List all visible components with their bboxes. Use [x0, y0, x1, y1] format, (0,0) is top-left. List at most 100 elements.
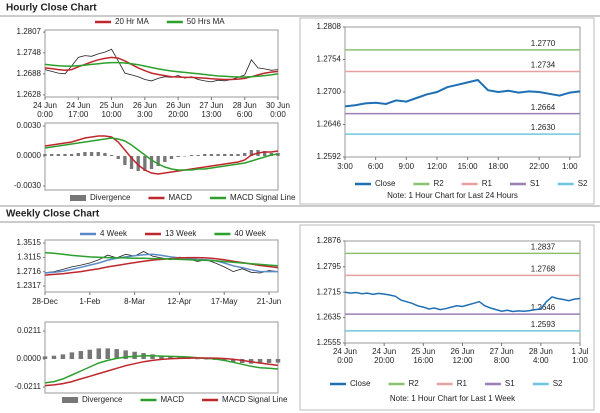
legend-label: Close: [375, 179, 396, 188]
legend-label: R2: [408, 379, 419, 388]
divergence-bar: [183, 156, 187, 157]
divergence-bar: [249, 150, 254, 156]
divergence-bar: [196, 155, 200, 156]
divergence-bar: [243, 153, 247, 156]
divergence-bar: [56, 154, 60, 156]
x-tick-label: 8-Mar: [124, 297, 145, 306]
level-label-bg: [528, 264, 558, 274]
y-tick-label: 1.2754: [317, 55, 342, 64]
divergence-bar: [78, 351, 84, 360]
divergence-bar: [49, 154, 54, 156]
x-tick-label: 6:00: [368, 162, 384, 171]
divergence-bar: [60, 354, 66, 360]
x-tick-label: 3:00: [137, 110, 153, 119]
y-tick-label: 0.0211: [17, 326, 41, 335]
level-label: 1.2630: [531, 123, 556, 132]
level-label: 1.2593: [531, 320, 556, 329]
x-tick-label: 12:00: [427, 162, 448, 171]
y-tick-label: 1.2748: [17, 48, 42, 57]
x-tick-label: 1:00: [572, 356, 588, 365]
divergence-bar: [150, 354, 155, 360]
y-tick-label: 1.2628: [17, 90, 42, 99]
divergence-bar: [136, 156, 140, 171]
level-label: 1.2770: [531, 39, 556, 48]
y-tick-label: 1.2688: [17, 69, 42, 78]
divergence-bar: [69, 352, 75, 360]
series-line: [44, 135, 279, 175]
x-tick-label: 25 Jun: [411, 347, 435, 356]
x-tick-label: 1-Feb: [79, 297, 100, 306]
divergence-bar: [116, 156, 120, 159]
plot-frame: [44, 29, 279, 98]
legend-label: R2: [433, 179, 444, 188]
x-tick-label: 15:00: [458, 162, 479, 171]
x-tick-label: 24 Jun: [66, 101, 90, 110]
y-tick-label: 0.0000: [17, 354, 42, 363]
x-tick-label: 28 Jun: [529, 347, 553, 356]
divergence-bar: [223, 154, 227, 156]
level-label: 1.2646: [531, 303, 556, 312]
x-tick-label: 17-May: [211, 297, 238, 306]
legend-label: MACD: [160, 395, 184, 404]
x-tick-label: 27 Jun: [490, 347, 514, 356]
legend-label: 20 Hr MA: [115, 17, 149, 26]
level-label: 1.2768: [531, 264, 556, 273]
x-tick-label: 1 Jul: [572, 347, 589, 356]
divergence-bar: [169, 156, 174, 159]
legend-label: S1: [505, 379, 515, 388]
y-tick-label: 1.2807: [17, 27, 42, 36]
legend-label: 13 Week: [165, 229, 197, 238]
divergence-bar: [275, 359, 281, 363]
plot-frame: [44, 239, 279, 293]
chart-note: Note: 1 Hour Chart for Last 24 Hours: [387, 191, 518, 200]
x-tick-label: 18:00: [488, 162, 509, 171]
y-tick-label: 1.2715: [317, 287, 342, 296]
level-label-bg: [528, 242, 558, 252]
legend-label: MACD Signal Line: [230, 193, 296, 202]
series-line: [44, 253, 278, 274]
divergence-bar: [216, 154, 220, 156]
y-tick-label: 1.2808: [317, 22, 342, 31]
series-line: [44, 354, 279, 384]
panel-frame: [299, 224, 595, 411]
divergence-bar: [236, 154, 240, 156]
legend-label: Divergence: [82, 395, 123, 404]
legend-label: Divergence: [90, 193, 131, 202]
x-tick-label: 12:00: [452, 356, 473, 365]
y-tick-label: 1.2635: [317, 313, 342, 322]
divergence-bar: [143, 156, 147, 171]
divergence-bar: [156, 156, 160, 166]
x-tick-label: 9:00: [399, 162, 415, 171]
divergence-bar: [43, 154, 47, 156]
divergence-bar: [149, 156, 154, 169]
x-tick-label: 4:00: [533, 356, 549, 365]
series-line: [44, 357, 279, 387]
x-tick-label: 28-Dec: [32, 297, 58, 306]
legend-label: R1: [482, 179, 493, 188]
section-title: Hourly Close Chart: [6, 3, 97, 14]
divergence-bar: [204, 359, 209, 360]
divergence-bar: [83, 152, 87, 156]
divergence-bar: [195, 358, 200, 360]
divergence-bar: [132, 351, 137, 360]
divergence-bar: [189, 155, 194, 156]
x-tick-label: 26 Jun: [450, 347, 474, 356]
x-tick-label: 24 Jun: [33, 101, 57, 110]
x-tick-label: 8:00: [494, 356, 510, 365]
divergence-bar: [123, 156, 127, 165]
level-label-bg: [528, 102, 558, 112]
legend-label: S2: [553, 379, 563, 388]
divergence-bar: [229, 154, 234, 156]
divergence-bar: [163, 156, 167, 162]
section-title: Weekly Close Chart: [6, 209, 100, 220]
divergence-bar: [63, 154, 67, 156]
legend-label: S2: [578, 179, 588, 188]
panel-frame: [299, 17, 595, 205]
legend-label: Close: [350, 379, 371, 388]
chart-note: Note: 1 Hour Chart for Last 1 Week: [390, 394, 516, 403]
x-tick-label: 20:00: [168, 110, 189, 119]
y-tick-label: -0.0030: [14, 181, 42, 190]
legend-label: 40 Week: [234, 229, 266, 238]
series-line: [44, 137, 279, 171]
divergence-bar: [109, 155, 114, 156]
